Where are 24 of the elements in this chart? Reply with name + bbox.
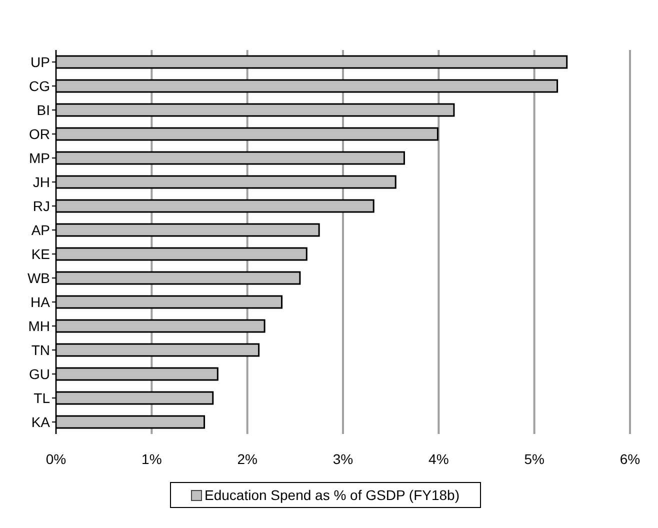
y-tick-label: KE (31, 246, 50, 262)
x-tick-label: 0% (46, 450, 66, 467)
y-tick-label: GU (29, 366, 50, 382)
x-tick-label: 2% (237, 450, 258, 467)
y-tick-label: WB (27, 270, 50, 286)
x-tick-label: 3% (332, 450, 354, 467)
y-tick-label: RJ (32, 198, 50, 214)
y-tick-label: TN (31, 342, 50, 358)
x-tick-label: 5% (524, 450, 544, 467)
legend-label: Education Spend as % of GSDP (FY18b) (204, 487, 460, 503)
y-tick-label: MH (28, 318, 50, 334)
y-tick-label: CG (29, 78, 50, 94)
y-tick-label: JH (32, 174, 50, 190)
x-tick-label: 4% (428, 450, 449, 467)
y-tick-label: AP (31, 222, 50, 238)
y-tick-label: UP (30, 54, 50, 70)
y-tick-label: OR (29, 126, 50, 142)
y-tick-label: MP (29, 150, 50, 166)
y-tick-label: TL (34, 390, 50, 406)
y-tick-label: HA (30, 294, 51, 310)
y-tick-label: BI (36, 102, 50, 118)
y-tick-label: KA (31, 414, 51, 430)
x-tick-label: 6% (620, 450, 640, 467)
x-tick-label: 1% (142, 450, 162, 467)
